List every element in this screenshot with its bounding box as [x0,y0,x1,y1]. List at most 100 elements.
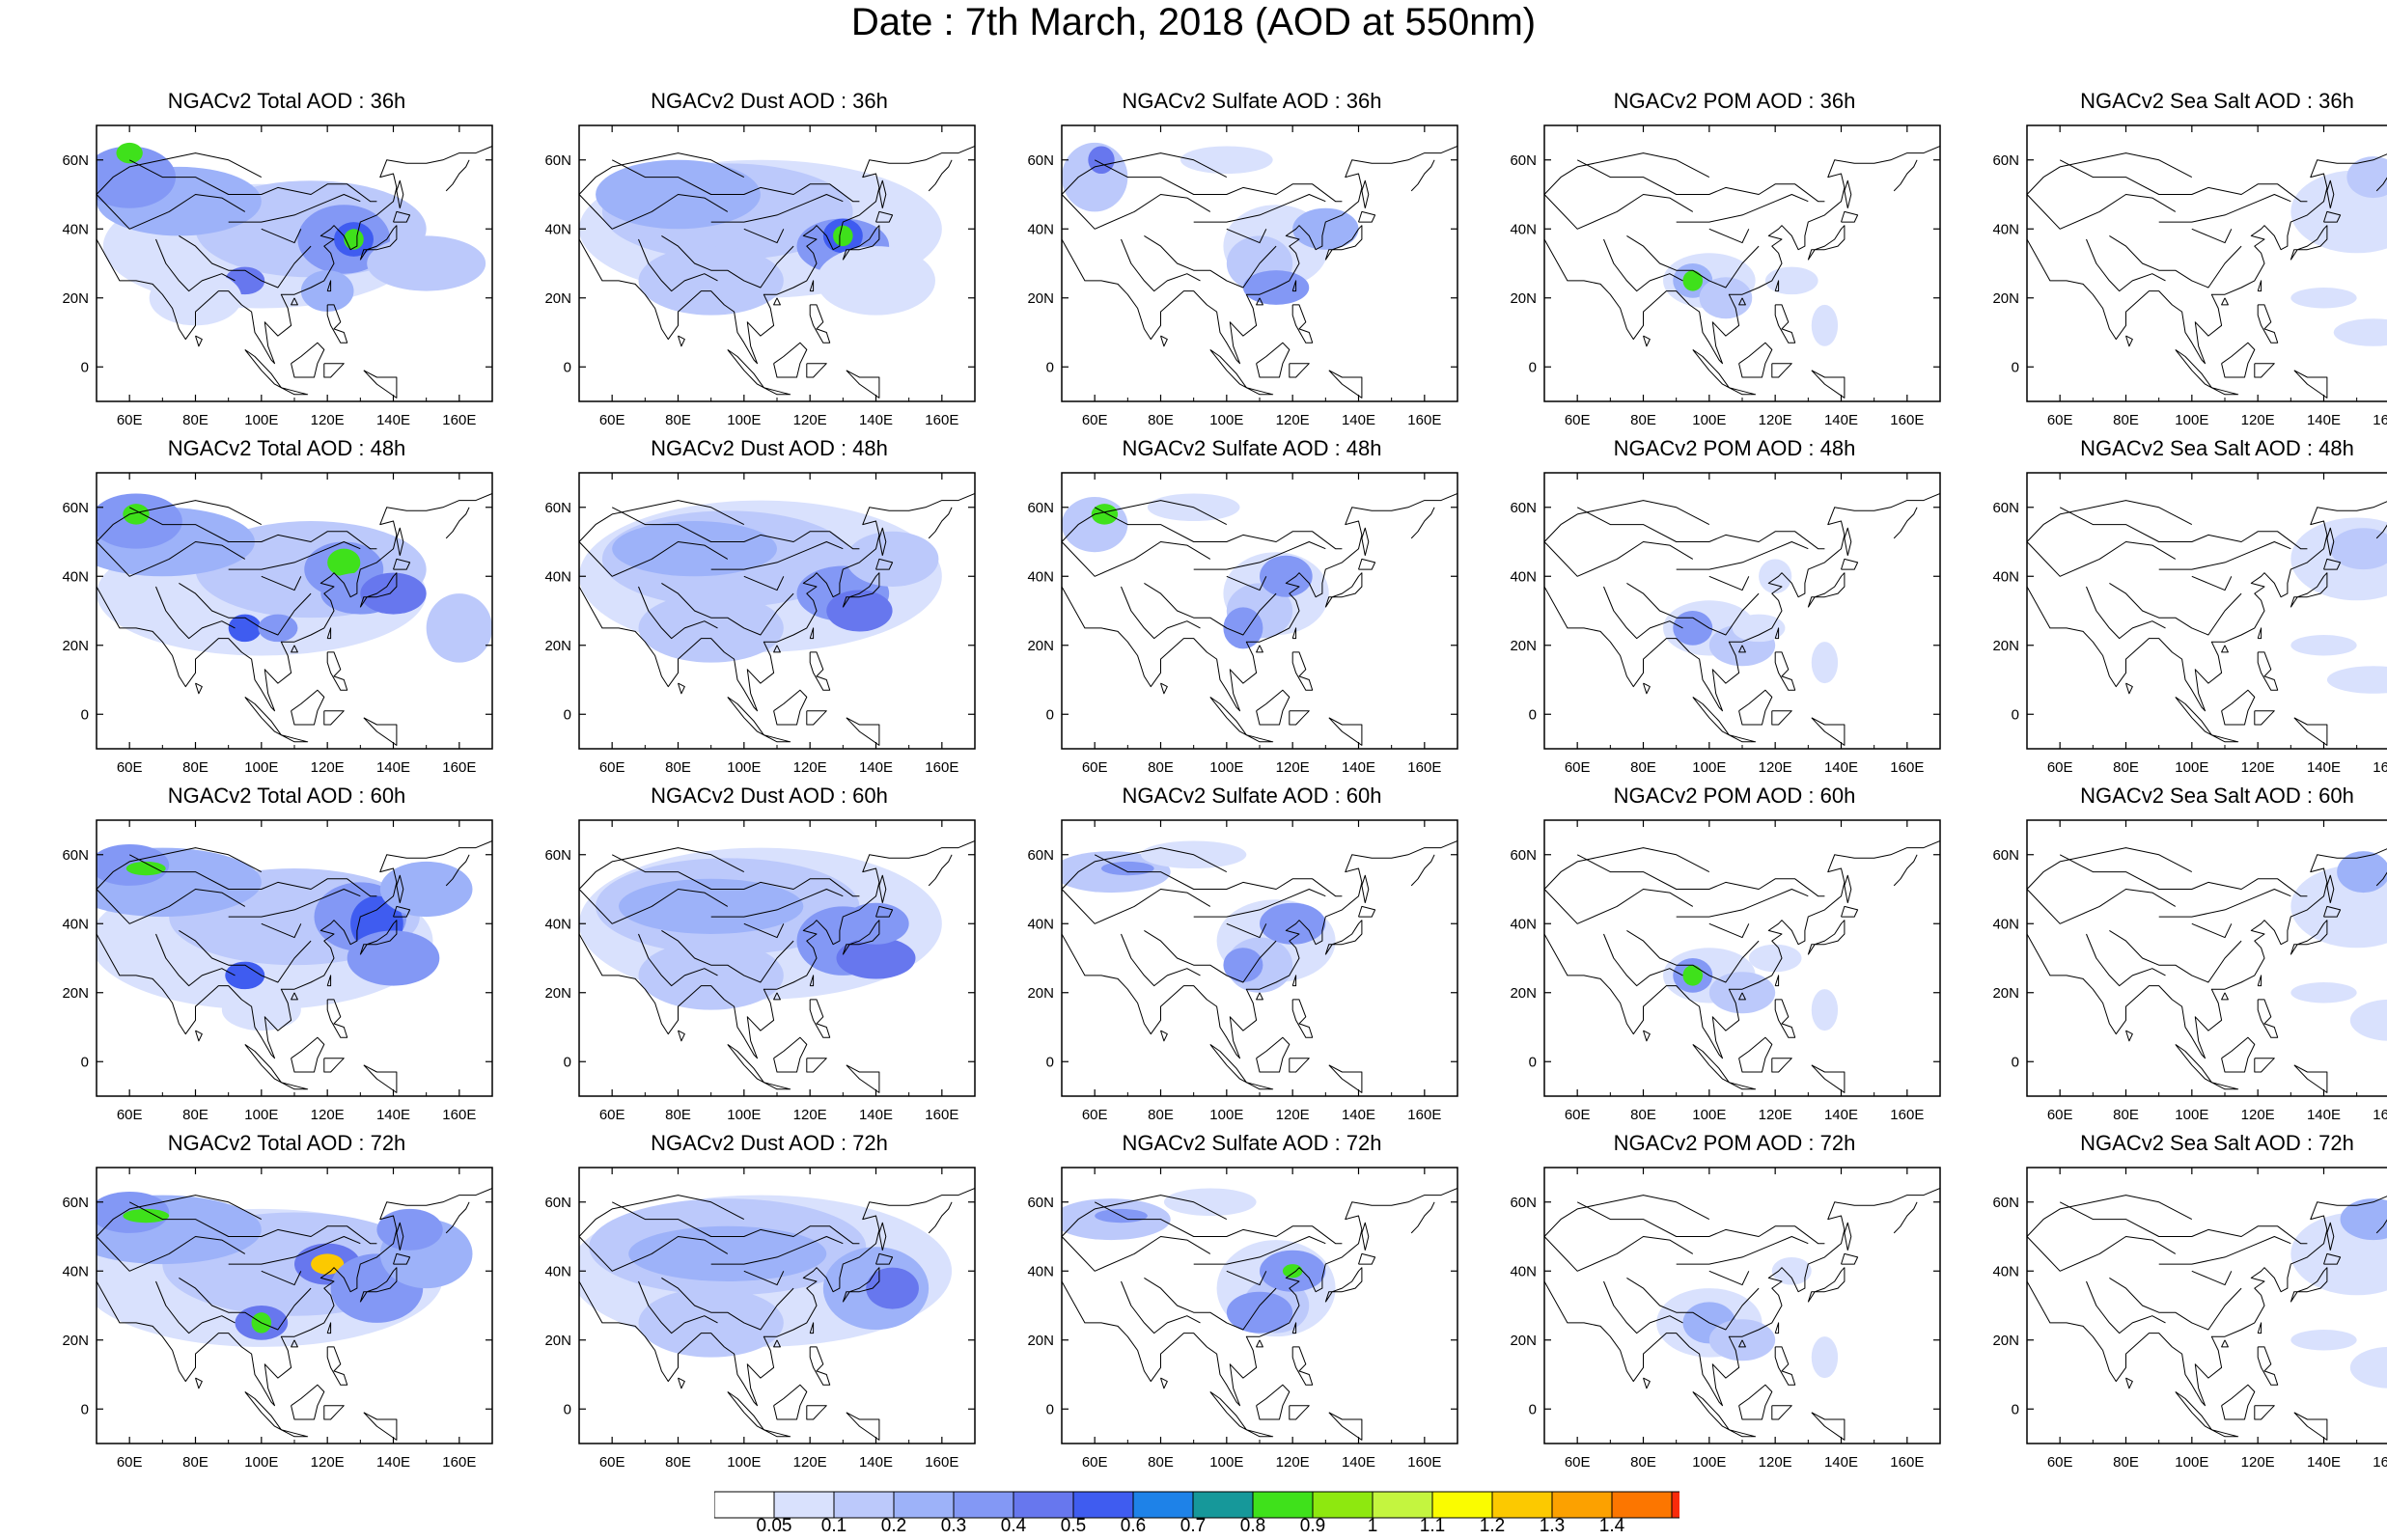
coastline [1774,999,1796,1038]
coastline [2059,854,2308,897]
coastline [2191,922,2233,939]
coastline [2254,1058,2275,1073]
lat-tick-label: 60N [62,500,89,516]
colorbar: 0.05 0.1 0.2 0.3 0.4 0.5 0.6 0.7 0.8 0.9 1 1.1 1.2 1.… [714,1491,1679,1531]
lat-tick-label: 20N [1027,290,1054,307]
coastline [1193,889,1326,918]
aod-field [2027,820,2387,1096]
lon-tick-label: 160E [1407,1107,1441,1123]
coastline [1738,689,1773,726]
lat-tick-label: 40N [1510,916,1537,932]
lon-tick-label: 140E [1824,1107,1858,1123]
lon-tick-label: 160E [2373,412,2387,428]
coastline [2375,1219,2387,1234]
coastline [323,1405,345,1420]
coastline [1576,159,1825,203]
aod-contour [2333,318,2387,346]
map-panel-pom-72h: NGACv2 POM AOD : 72h 60E 80E 100E 120E 140E 16… [1496,1131,1973,1472]
lon-tick-label: 100E [727,759,761,776]
coastline [281,1429,309,1438]
coastline [97,500,263,577]
coastline [809,627,815,640]
coastline [1626,582,1760,636]
coastline [1062,1188,1457,1407]
coastline [326,1322,332,1334]
lat-tick-label: 20N [1992,985,2019,1002]
coastline [1291,1346,1314,1386]
coastline [1811,1064,1846,1093]
aod-contour [2330,528,2387,570]
coastline [291,689,325,726]
coastline [2257,651,2279,691]
coastline [291,1384,325,1420]
coastline [773,1339,781,1348]
coastline [809,651,831,691]
lon-tick-label: 80E [182,1107,208,1123]
lon-tick-label: 60E [2047,1107,2073,1123]
coastline [2323,1252,2342,1265]
lat-tick-label: 40N [544,1263,571,1279]
coastline [2125,1030,2133,1042]
coastline [710,541,844,570]
coastline [2254,363,2275,378]
lon-tick-label: 120E [1276,1454,1310,1471]
lon-tick-label: 60E [1565,1107,1591,1123]
map-panel-sulfate-72h: NGACv2 Sulfate AOD : 72h 60E 80E 100E 120E 14… [1013,1131,1490,1472]
aod-contour [1292,207,1359,250]
coastline [809,304,831,344]
coastline [1774,304,1796,344]
coastline [579,1188,975,1407]
lat-tick-label: 60N [1027,500,1054,516]
aod-contour [1764,266,1818,295]
aod-contour [846,531,939,587]
lon-tick-label: 160E [442,412,476,428]
coastline [1160,682,1168,695]
coastline [875,558,894,570]
lon-tick-label: 140E [1342,412,1375,428]
coastline [2125,335,2133,347]
coastline [1774,1322,1780,1334]
lat-tick-label: 0 [1046,706,1054,723]
aod-contour [1748,944,1802,973]
coastline [1289,1058,1310,1073]
lat-tick-label: 60N [62,152,89,169]
aod-map: 60E 80E 100E 120E 140E 160E 60N 40N 20N 0 [1992,1167,2387,1471]
lat-tick-label: 40N [1510,1263,1537,1279]
lon-tick-label: 80E [665,1454,691,1471]
panel-title: NGACv2 Sea Salt AOD : 72h [2080,1131,2354,1155]
coastline [2027,501,2387,712]
colorbar-swatch [1013,1491,1074,1519]
coastline [1603,238,1683,292]
map-background [2027,125,2387,401]
coastline [661,234,794,289]
aod-contour [1223,607,1263,649]
lon-tick-label: 120E [1759,412,1792,428]
coastline [2326,527,2335,556]
lon-tick-label: 60E [599,759,625,776]
coastline [1062,146,1457,365]
coastline [1324,225,1363,261]
coastline [1256,992,1263,1001]
lon-tick-label: 60E [2047,1454,2073,1471]
coastline [1771,710,1792,726]
aod-contour [836,937,916,979]
coastline [579,1195,745,1272]
coastline [1626,929,1760,983]
panel-title: NGACv2 Dust AOD : 36h [651,89,888,113]
colorbar-swatch [1072,1491,1134,1519]
coastline [2027,847,2193,924]
coastline [928,1201,953,1234]
lon-tick-label: 100E [244,759,278,776]
coastline [842,920,880,955]
lon-tick-label: 80E [182,1454,208,1471]
lat-tick-label: 40N [544,568,571,585]
lon-tick-label: 140E [1824,1454,1858,1471]
coastline [244,1043,282,1084]
aod-contour [619,878,804,934]
coastline [1676,1236,1809,1265]
coastline [179,929,312,983]
coastline [2375,177,2387,192]
coastline [359,1267,398,1303]
lat-tick-label: 20N [62,985,89,1002]
coastline [326,1346,348,1386]
